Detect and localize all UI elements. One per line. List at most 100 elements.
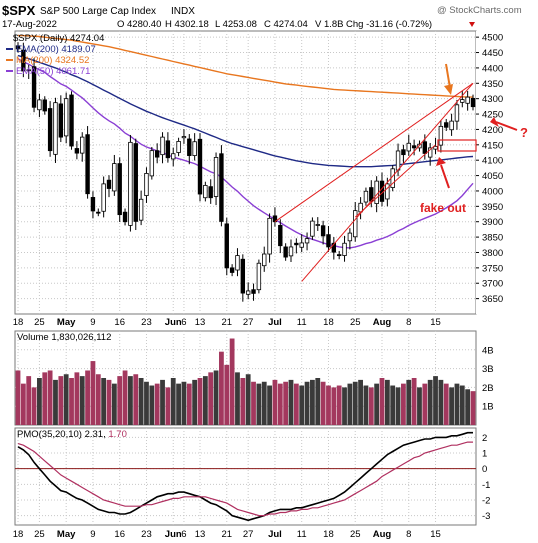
volume-bar xyxy=(459,385,465,425)
volume-bar xyxy=(224,364,230,425)
candle-body xyxy=(283,246,288,258)
volume-bar xyxy=(304,381,310,425)
date-tick-label: 15 xyxy=(430,317,441,328)
candle-body xyxy=(310,220,315,237)
volume-bar xyxy=(85,370,90,425)
volume-bar xyxy=(138,378,144,425)
candle-body xyxy=(197,138,203,195)
pmo-tick-label: 0 xyxy=(482,464,487,475)
candle-body xyxy=(438,125,444,146)
date-tick-label: 16 xyxy=(114,317,125,328)
date-tick-label: May xyxy=(57,317,76,328)
candle-body xyxy=(374,180,379,204)
candle-body xyxy=(101,183,106,212)
volume-bar xyxy=(106,379,112,425)
date-tick-label: 9 xyxy=(90,317,95,328)
price-tick-label: 4150 xyxy=(482,140,503,151)
volume-bar xyxy=(181,381,187,425)
volume-tick-label: 1B xyxy=(482,402,494,413)
candle-body xyxy=(304,238,310,244)
volume-bar xyxy=(443,383,449,425)
price-tick-label: 4100 xyxy=(482,156,503,167)
price-tick-label: 4300 xyxy=(482,94,503,105)
candle-body xyxy=(401,149,406,156)
volume-bar xyxy=(315,378,321,425)
pmo-tick-label: -1 xyxy=(482,480,490,491)
volume-bar xyxy=(186,383,192,425)
volume-bar xyxy=(288,379,294,425)
legend-ema50: EMA(50) 4061.71 xyxy=(16,66,90,77)
date-tick-label: 18 xyxy=(13,317,24,328)
price-tick-label: 3900 xyxy=(482,217,503,228)
volume-bar xyxy=(411,378,417,425)
volume-bar xyxy=(31,387,37,425)
volume-bar xyxy=(368,387,374,425)
date-tick-label: 8 xyxy=(406,317,411,328)
candle-body xyxy=(460,99,465,103)
candle-body xyxy=(219,153,224,222)
ema50-line xyxy=(17,58,474,249)
candle-body xyxy=(353,210,358,238)
candle-body xyxy=(422,141,428,154)
candle-body xyxy=(433,145,438,150)
low-value: L 4253.08 xyxy=(215,19,257,30)
volume-bar xyxy=(133,374,139,425)
date-tick-label: 18 xyxy=(323,529,334,540)
price-legend: $SPX (Daily) 4274.04 EMA(200) 4189.07 MA… xyxy=(6,33,104,77)
pmo-tick-label: -2 xyxy=(482,495,490,506)
candle-body xyxy=(176,141,181,153)
candle-body xyxy=(149,150,155,177)
candle-body xyxy=(42,99,47,112)
price-tick-label: 3750 xyxy=(482,263,503,274)
volume-bar xyxy=(20,383,26,425)
volume-bar xyxy=(58,376,64,425)
volume-bar xyxy=(90,361,96,425)
candle-body xyxy=(245,290,251,295)
candle-body xyxy=(122,211,128,223)
candle-body xyxy=(213,157,219,197)
volume-bar xyxy=(261,381,267,425)
volume-bar xyxy=(336,385,342,425)
date-tick-label: Jun xyxy=(165,317,182,328)
volume-bar xyxy=(256,383,262,425)
volume-bar xyxy=(235,372,240,425)
candle-body xyxy=(90,197,96,212)
date-tick-label: 27 xyxy=(243,529,254,540)
candle-body xyxy=(171,153,176,160)
question-mark: ? xyxy=(520,125,528,140)
candle-body xyxy=(144,173,149,196)
candle-body xyxy=(15,45,21,50)
date-tick-label: 25 xyxy=(34,317,45,328)
price-tick-label: 3700 xyxy=(482,279,503,290)
volume-bar xyxy=(272,379,278,425)
volume-bar xyxy=(219,351,224,425)
price-tick-label: 4400 xyxy=(482,63,503,74)
date-tick-label: 11 xyxy=(297,529,307,540)
date-tick-label: 11 xyxy=(297,317,307,328)
red-arrowhead-fakeout xyxy=(436,157,446,166)
volume-value: V 1.8B xyxy=(315,19,344,30)
close-value: C 4274.04 xyxy=(264,19,308,30)
chart-date: 17-Aug-2022 xyxy=(2,19,57,30)
support-box xyxy=(437,139,477,152)
volume-bar xyxy=(395,387,401,425)
red-arrow-fakeout xyxy=(440,164,450,189)
volume-bar xyxy=(245,374,251,425)
watermark: @ StockCharts.com xyxy=(437,5,522,16)
volume-bar xyxy=(299,385,305,425)
candle-body xyxy=(117,163,122,216)
volume-bar xyxy=(347,383,353,425)
candle-body xyxy=(80,136,85,154)
candle-body xyxy=(229,267,235,273)
volume-bar xyxy=(79,376,85,425)
volume-bar xyxy=(470,391,476,425)
candle-body xyxy=(112,163,117,192)
volume-bar xyxy=(401,383,406,425)
date-tick-label: Aug xyxy=(373,529,392,540)
change-value: Chg -31.16 (-0.72%) xyxy=(346,19,432,30)
candle-body xyxy=(240,258,246,294)
red-arrowhead-question xyxy=(490,117,499,127)
volume-bar xyxy=(422,383,428,425)
price-panel xyxy=(14,30,477,315)
candle-body xyxy=(465,96,470,104)
